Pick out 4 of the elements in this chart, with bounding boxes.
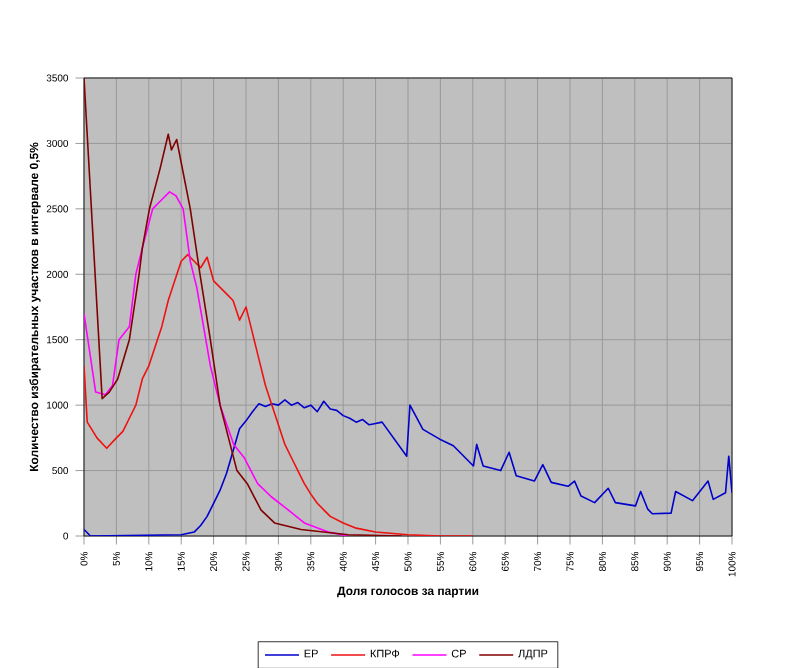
line-series — [84, 398, 733, 536]
line-series — [84, 190, 350, 536]
line-series — [84, 77, 403, 536]
line-series — [84, 253, 474, 536]
